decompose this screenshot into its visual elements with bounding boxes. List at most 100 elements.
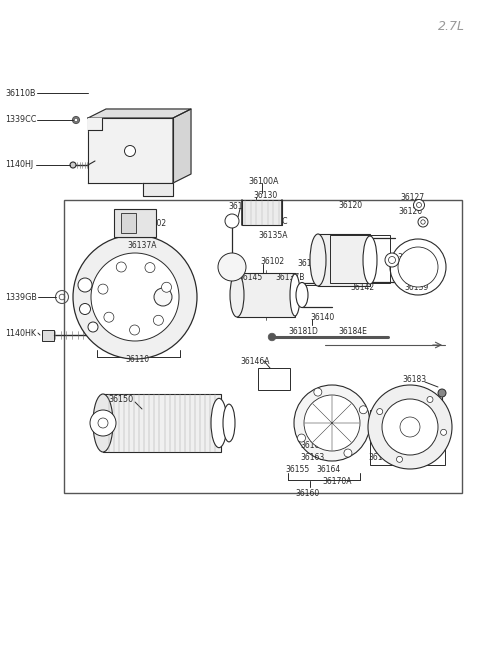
Circle shape — [88, 322, 98, 332]
Text: 36127: 36127 — [400, 193, 424, 202]
Text: 36135C: 36135C — [258, 217, 288, 227]
Circle shape — [78, 278, 92, 292]
Text: 36164: 36164 — [316, 464, 340, 474]
Text: 36146A: 36146A — [240, 356, 269, 365]
Text: 36163: 36163 — [300, 453, 324, 462]
Circle shape — [73, 235, 197, 359]
Text: 36170: 36170 — [368, 453, 392, 462]
Circle shape — [162, 282, 171, 292]
Text: 36150: 36150 — [108, 396, 133, 405]
Text: 1140HJ: 1140HJ — [5, 160, 33, 170]
Circle shape — [396, 457, 403, 462]
Circle shape — [154, 315, 163, 326]
Text: 36102: 36102 — [142, 219, 166, 227]
Ellipse shape — [93, 394, 113, 452]
Circle shape — [98, 418, 108, 428]
Text: 36162: 36162 — [300, 441, 324, 449]
Circle shape — [294, 385, 370, 461]
Ellipse shape — [310, 234, 326, 286]
Circle shape — [427, 396, 433, 402]
Polygon shape — [88, 118, 102, 130]
Circle shape — [398, 247, 438, 287]
Circle shape — [74, 118, 78, 122]
Bar — [242, 200, 282, 225]
Bar — [370, 410, 445, 465]
Circle shape — [413, 200, 424, 210]
Text: 36139: 36139 — [404, 284, 428, 293]
Polygon shape — [88, 118, 173, 183]
Bar — [64, 200, 462, 493]
Circle shape — [130, 325, 140, 335]
Circle shape — [388, 257, 396, 263]
Ellipse shape — [211, 398, 227, 447]
Circle shape — [72, 117, 80, 124]
Circle shape — [70, 162, 76, 168]
Circle shape — [382, 399, 438, 455]
Text: 36181D: 36181D — [288, 326, 318, 335]
Text: 36183: 36183 — [402, 375, 426, 384]
Text: 36131B: 36131B — [228, 202, 257, 212]
Circle shape — [418, 217, 428, 227]
Circle shape — [344, 449, 352, 457]
Text: 36102: 36102 — [260, 257, 284, 267]
Circle shape — [218, 253, 246, 281]
Circle shape — [304, 395, 360, 451]
Bar — [258, 368, 290, 390]
Circle shape — [390, 239, 446, 295]
Circle shape — [91, 253, 179, 341]
Circle shape — [116, 262, 126, 272]
Circle shape — [90, 410, 116, 436]
Circle shape — [385, 253, 399, 267]
Text: 36126: 36126 — [398, 208, 422, 217]
Circle shape — [154, 288, 172, 306]
Circle shape — [225, 214, 239, 228]
Text: 36131C: 36131C — [397, 252, 426, 261]
Text: 36140: 36140 — [310, 312, 334, 322]
Circle shape — [368, 385, 452, 469]
Text: 36145: 36145 — [238, 274, 262, 282]
Text: 36184E: 36184E — [338, 326, 367, 335]
Text: 2.7L: 2.7L — [438, 20, 465, 33]
Circle shape — [438, 389, 446, 397]
Circle shape — [59, 294, 65, 300]
Polygon shape — [143, 183, 173, 196]
Circle shape — [298, 434, 305, 442]
Circle shape — [268, 333, 276, 341]
Text: 36120: 36120 — [338, 200, 362, 210]
Bar — [318, 234, 370, 286]
Text: 36143A: 36143A — [297, 259, 326, 267]
Text: 36155: 36155 — [285, 464, 309, 474]
Ellipse shape — [230, 273, 244, 317]
Text: 36170A: 36170A — [322, 476, 351, 485]
Bar — [237, 273, 295, 317]
Polygon shape — [173, 109, 191, 183]
Bar — [42, 329, 54, 341]
Ellipse shape — [363, 236, 377, 284]
Circle shape — [377, 409, 383, 415]
Ellipse shape — [290, 274, 300, 316]
Polygon shape — [117, 212, 153, 237]
Circle shape — [124, 145, 135, 157]
Circle shape — [104, 312, 114, 322]
Bar — [103, 394, 221, 452]
Text: 36110B: 36110B — [5, 88, 36, 98]
Bar — [114, 209, 156, 237]
Text: 1339GB: 1339GB — [5, 293, 37, 301]
Text: 36112B: 36112B — [121, 312, 150, 322]
Text: 36137A: 36137A — [127, 240, 156, 250]
Text: 36160: 36160 — [296, 489, 320, 498]
Text: 1339CC: 1339CC — [5, 115, 36, 124]
Text: 36182: 36182 — [372, 441, 396, 449]
Circle shape — [360, 405, 367, 414]
Ellipse shape — [296, 282, 308, 307]
Text: 36110: 36110 — [125, 356, 149, 364]
Circle shape — [417, 202, 421, 208]
Circle shape — [145, 263, 155, 272]
Bar — [121, 213, 136, 233]
Circle shape — [161, 187, 167, 192]
Circle shape — [56, 291, 69, 303]
Ellipse shape — [223, 404, 235, 442]
Polygon shape — [88, 109, 191, 118]
Circle shape — [421, 220, 425, 224]
Circle shape — [80, 303, 91, 314]
